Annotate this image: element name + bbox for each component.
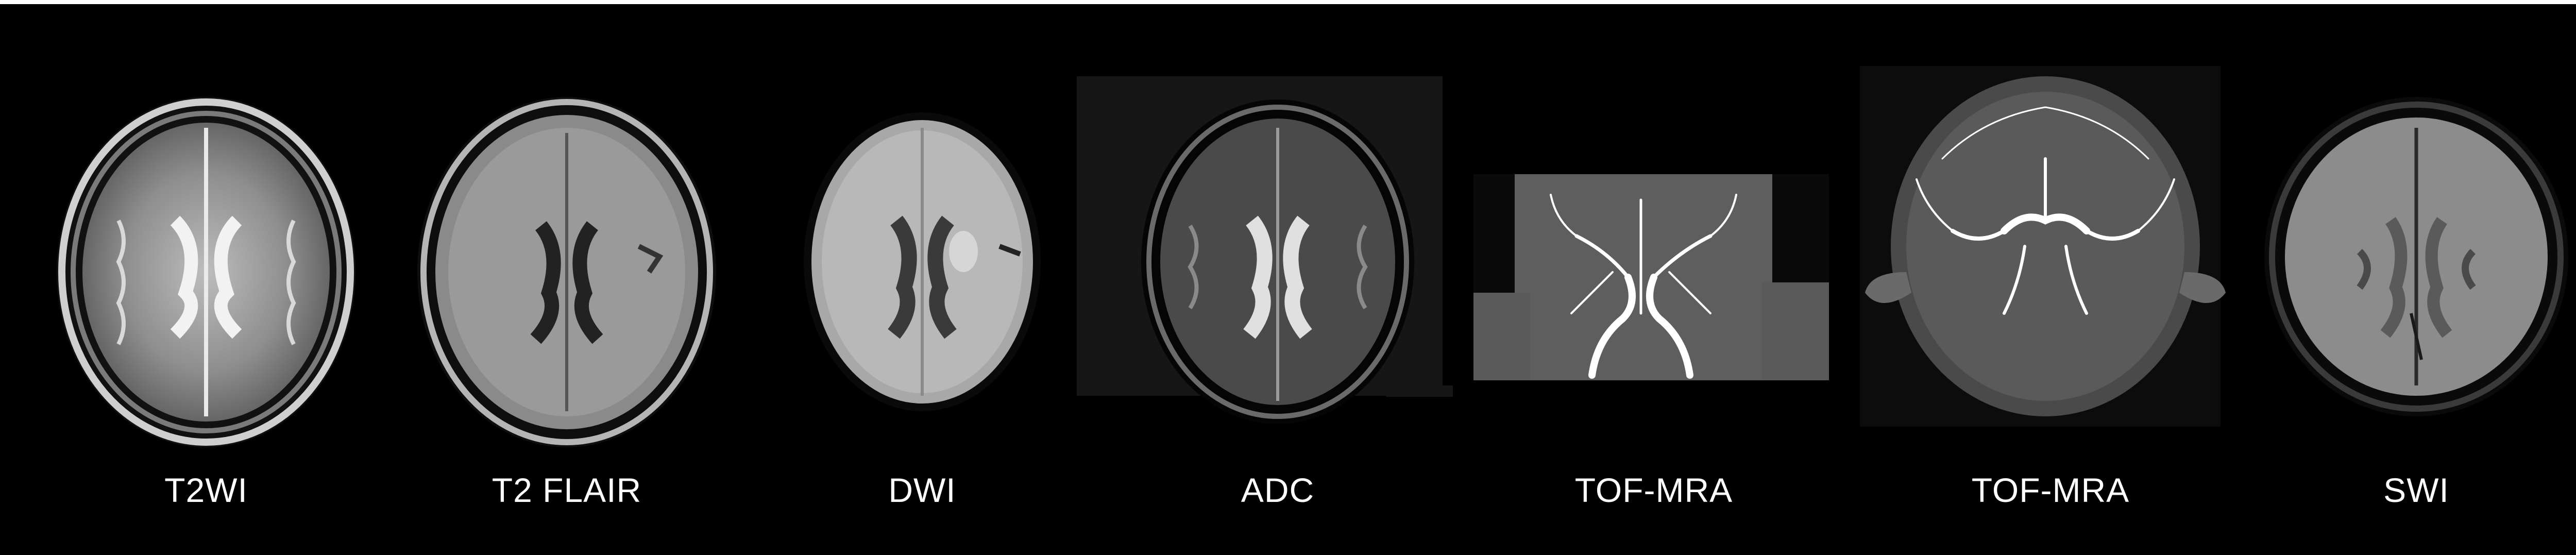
panel-label: T2WI	[164, 471, 248, 509]
panel-label: T2 FLAIR	[492, 471, 642, 509]
panel-adc: ADC	[1077, 4, 1479, 555]
panel-label: TOF-MRA	[1574, 471, 1733, 509]
dwi-brain-image	[804, 112, 1041, 411]
panel-label: ADC	[1241, 471, 1315, 509]
panel-dwi: DWI	[773, 4, 1072, 555]
panel-tof-mra-coronal: TOF-MRA	[1473, 4, 1834, 555]
panel-swi: SWI	[2246, 4, 2576, 555]
tof-mra-axial-image	[1860, 66, 2226, 427]
panel-label: DWI	[888, 471, 956, 509]
swi-brain-image	[2264, 97, 2568, 416]
mri-figure: T2WI T2 FLAIR DWI	[0, 4, 2576, 555]
panel-label: SWI	[2383, 471, 2449, 509]
t2wi-brain-image	[57, 97, 355, 447]
panel-t2-flair: T2 FLAIR	[407, 4, 726, 555]
tof-mra-coronal-image	[1473, 174, 1829, 380]
t2-flair-brain-image	[417, 97, 716, 447]
panel-tof-mra-axial: TOF-MRA	[1850, 4, 2251, 555]
panel-t2wi: T2WI	[46, 4, 366, 555]
panel-label: TOF-MRA	[1971, 471, 2130, 509]
adc-brain-image	[1077, 76, 1453, 424]
